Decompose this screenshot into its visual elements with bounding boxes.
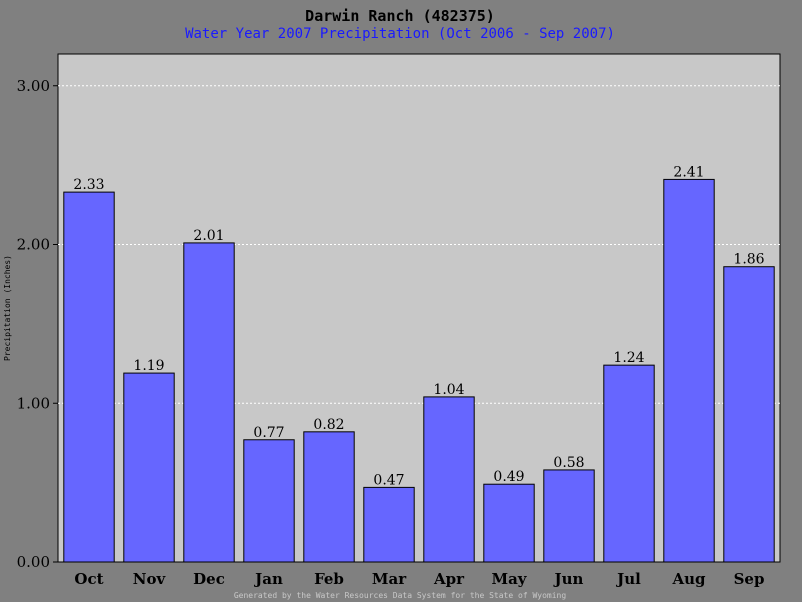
bar-sep [723, 266, 775, 563]
x-tick-label-apr: Apr [433, 570, 465, 588]
bar-jan [243, 439, 295, 563]
x-tick-label-may: May [491, 570, 527, 588]
chart-subtitle: Water Year 2007 Precipitation (Oct 2006 … [185, 26, 615, 42]
x-tick-label-feb: Feb [314, 570, 344, 588]
plot-area [57, 53, 781, 563]
x-axis-ticks: Oct Nov Dec Jan Feb Mar Apr May Jun Jul Aug Sep [74, 570, 764, 588]
x-tick-label-sep: Sep [734, 570, 765, 588]
y-tick-label: 3.00 [17, 77, 50, 95]
bars [63, 178, 775, 563]
bar-mar [363, 486, 415, 563]
data-label-jan: 0.77 [253, 425, 284, 441]
chart-title: Darwin Ranch (482375) [305, 7, 495, 25]
bar-feb [303, 431, 355, 563]
x-tick-label-nov: Nov [133, 570, 167, 588]
data-label-mar: 0.47 [373, 472, 404, 488]
x-tick-label-dec: Dec [193, 570, 225, 588]
bar-aug [663, 178, 715, 563]
x-tick-label-jan: Jan [253, 570, 283, 588]
gridlines [58, 85, 780, 404]
data-label-dec: 2.01 [193, 228, 224, 244]
y-axis-ticks: 0.00 1.00 2.00 3.00 [17, 77, 58, 571]
data-label-sep: 1.86 [733, 252, 764, 268]
footer-credit: Generated by the Water Resources Data Sy… [234, 591, 567, 600]
data-label-may: 0.49 [493, 469, 524, 485]
x-tick-label-jul: Jul [615, 570, 641, 588]
bar-jul [603, 364, 655, 563]
data-label-jul: 1.24 [613, 350, 644, 366]
bar-apr [423, 396, 475, 563]
bar-dec [183, 242, 235, 563]
x-tick-label-jun: Jun [553, 570, 584, 588]
x-tick-label-oct: Oct [74, 570, 103, 588]
data-label-nov: 1.19 [133, 358, 164, 374]
data-label-feb: 0.82 [313, 417, 344, 433]
data-label-jun: 0.58 [553, 455, 584, 471]
bar-oct [63, 191, 115, 563]
x-tick-label-mar: Mar [372, 570, 407, 588]
y-tick-label: 0.00 [17, 553, 50, 571]
y-axis-label: Precipitation (Inches) [3, 255, 12, 361]
bar-jun [543, 469, 595, 563]
data-label-aug: 2.41 [673, 164, 704, 180]
data-label-oct: 2.33 [73, 177, 104, 193]
y-tick-label: 1.00 [17, 394, 50, 412]
data-labels: 2.33 1.19 2.01 0.77 0.82 0.47 1.04 0.49 0.58 1.24… [73, 164, 764, 488]
bar-nov [123, 372, 175, 563]
y-tick-label: 2.00 [17, 236, 50, 254]
data-label-apr: 1.04 [433, 382, 464, 398]
bar-may [483, 483, 535, 563]
x-tick-label-aug: Aug [671, 570, 706, 588]
